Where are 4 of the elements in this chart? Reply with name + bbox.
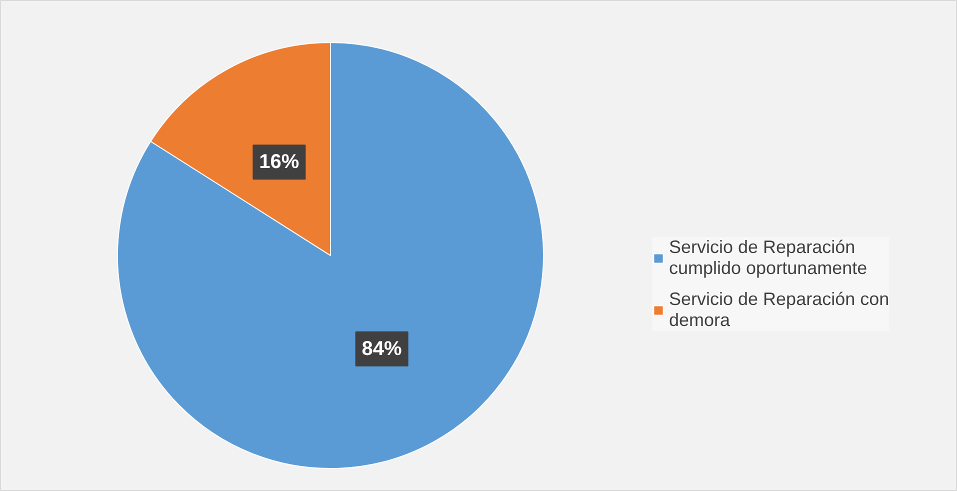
data-label: 16% <box>259 151 300 174</box>
data-label: 84% <box>362 338 402 360</box>
legend-label: Servicio de Reparación con demora <box>669 289 890 331</box>
legend-label: Servicio de Reparación cumplido oportunamente <box>669 237 868 279</box>
